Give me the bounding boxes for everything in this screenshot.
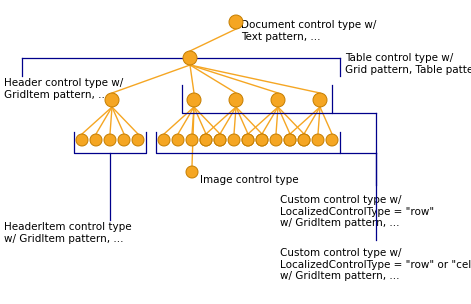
Circle shape: [242, 134, 254, 146]
Circle shape: [256, 134, 268, 146]
Circle shape: [229, 15, 243, 29]
Circle shape: [242, 134, 254, 146]
Circle shape: [313, 93, 327, 107]
Circle shape: [284, 134, 296, 146]
Circle shape: [186, 166, 198, 178]
Text: Table control type w/
Grid pattern, Table pattern, ...: Table control type w/ Grid pattern, Tabl…: [345, 53, 471, 74]
Text: Document control type w/
Text pattern, ...: Document control type w/ Text pattern, .…: [241, 20, 376, 42]
Text: HeaderItem control type
w/ GridItem pattern, ...: HeaderItem control type w/ GridItem patt…: [4, 222, 131, 244]
Circle shape: [229, 93, 243, 107]
Circle shape: [214, 134, 226, 146]
Circle shape: [284, 134, 296, 146]
Circle shape: [118, 134, 130, 146]
Circle shape: [200, 134, 212, 146]
Circle shape: [158, 134, 170, 146]
Circle shape: [298, 134, 310, 146]
Circle shape: [132, 134, 144, 146]
Circle shape: [270, 134, 282, 146]
Circle shape: [326, 134, 338, 146]
Text: Image control type: Image control type: [200, 175, 299, 185]
Circle shape: [104, 134, 116, 146]
Circle shape: [186, 134, 198, 146]
Circle shape: [105, 93, 119, 107]
Circle shape: [200, 134, 212, 146]
Circle shape: [298, 134, 310, 146]
Text: Custom control type w/
LocalizedControlType = "row"
w/ GridItem pattern, ...: Custom control type w/ LocalizedControlT…: [280, 195, 434, 228]
Circle shape: [214, 134, 226, 146]
Text: Header control type w/
GridItem pattern, ...: Header control type w/ GridItem pattern,…: [4, 78, 123, 100]
Circle shape: [271, 93, 285, 107]
Text: Custom control type w/
LocalizedControlType = "row" or "cell"
w/ GridItem patter: Custom control type w/ LocalizedControlT…: [280, 248, 471, 281]
Circle shape: [183, 51, 197, 65]
Circle shape: [172, 134, 184, 146]
Circle shape: [76, 134, 88, 146]
Circle shape: [256, 134, 268, 146]
Circle shape: [312, 134, 324, 146]
Circle shape: [187, 93, 201, 107]
Circle shape: [228, 134, 240, 146]
Circle shape: [90, 134, 102, 146]
